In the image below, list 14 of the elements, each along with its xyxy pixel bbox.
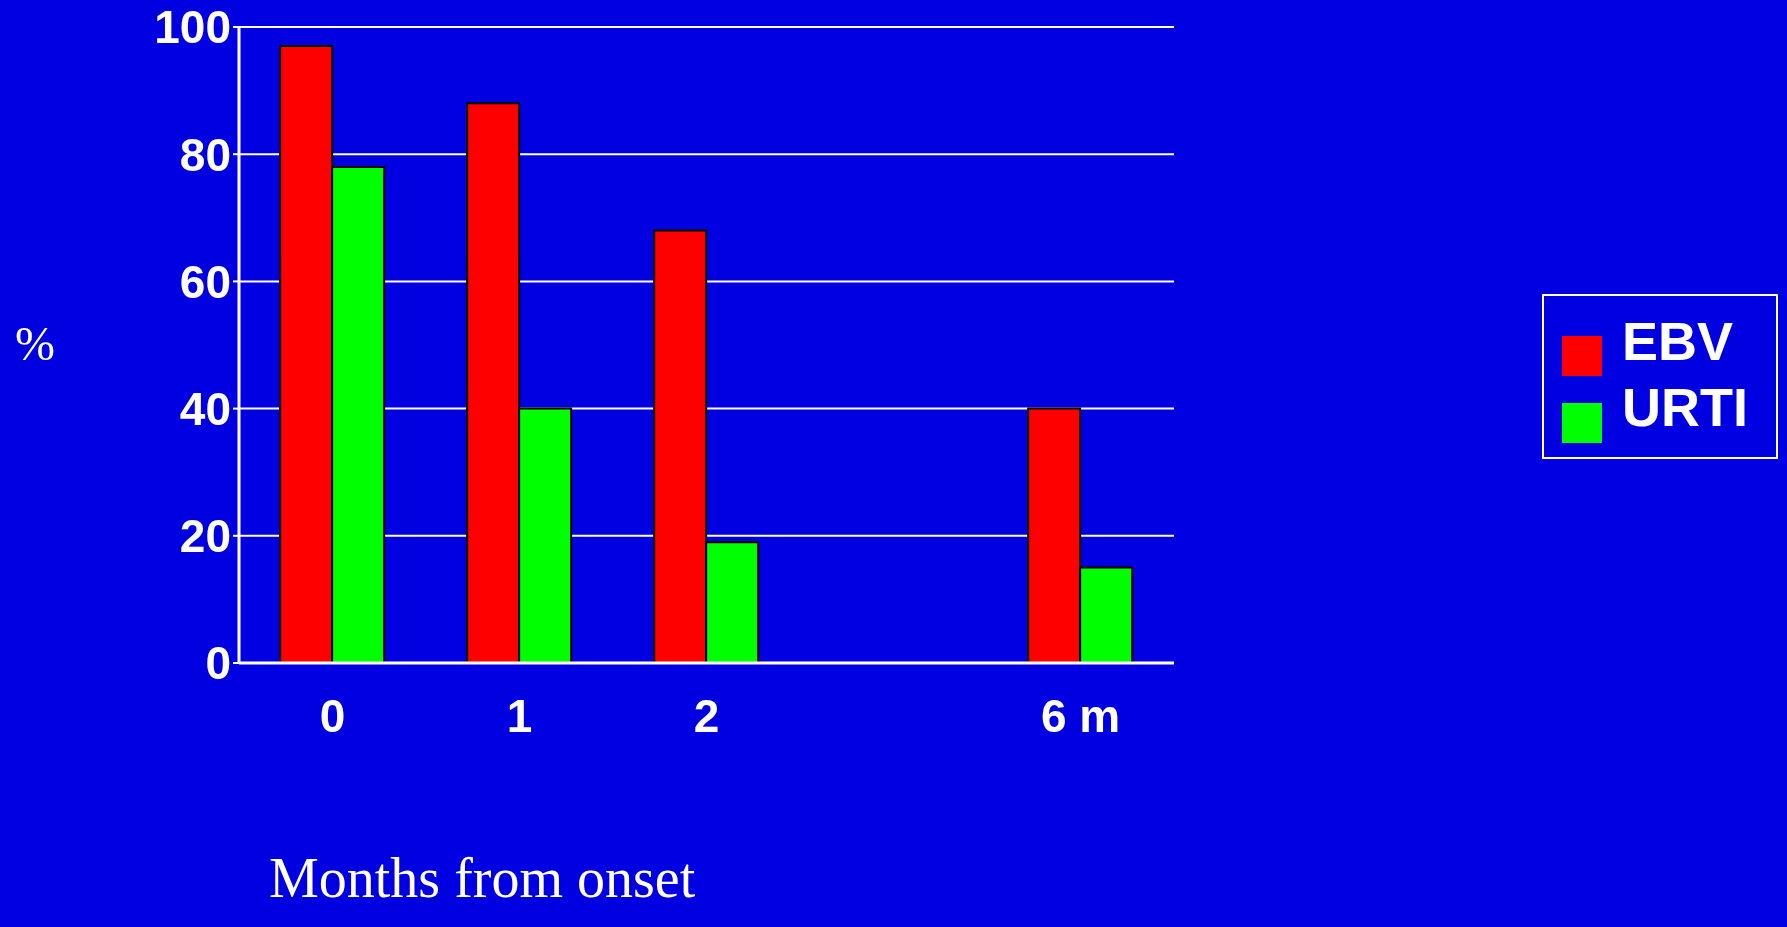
y-tick-label: 20 xyxy=(179,510,231,563)
y-tick-label: 60 xyxy=(179,255,231,308)
x-axis-title: Months from onset xyxy=(269,847,696,909)
y-tick-label: 100 xyxy=(154,1,231,54)
x-tick-label: 1 xyxy=(506,689,533,742)
y-tick-label: 40 xyxy=(179,382,231,435)
y-axis-title: % xyxy=(15,317,55,370)
legend-label: EBV xyxy=(1622,311,1734,371)
y-tick-label: 80 xyxy=(179,128,231,181)
x-tick-label: 0 xyxy=(319,689,346,742)
x-tick-label: 2 xyxy=(693,689,720,742)
legend-label: URTI xyxy=(1622,377,1748,438)
x-tick-label: 6 m xyxy=(1040,689,1121,742)
y-tick-label: 0 xyxy=(205,637,231,690)
